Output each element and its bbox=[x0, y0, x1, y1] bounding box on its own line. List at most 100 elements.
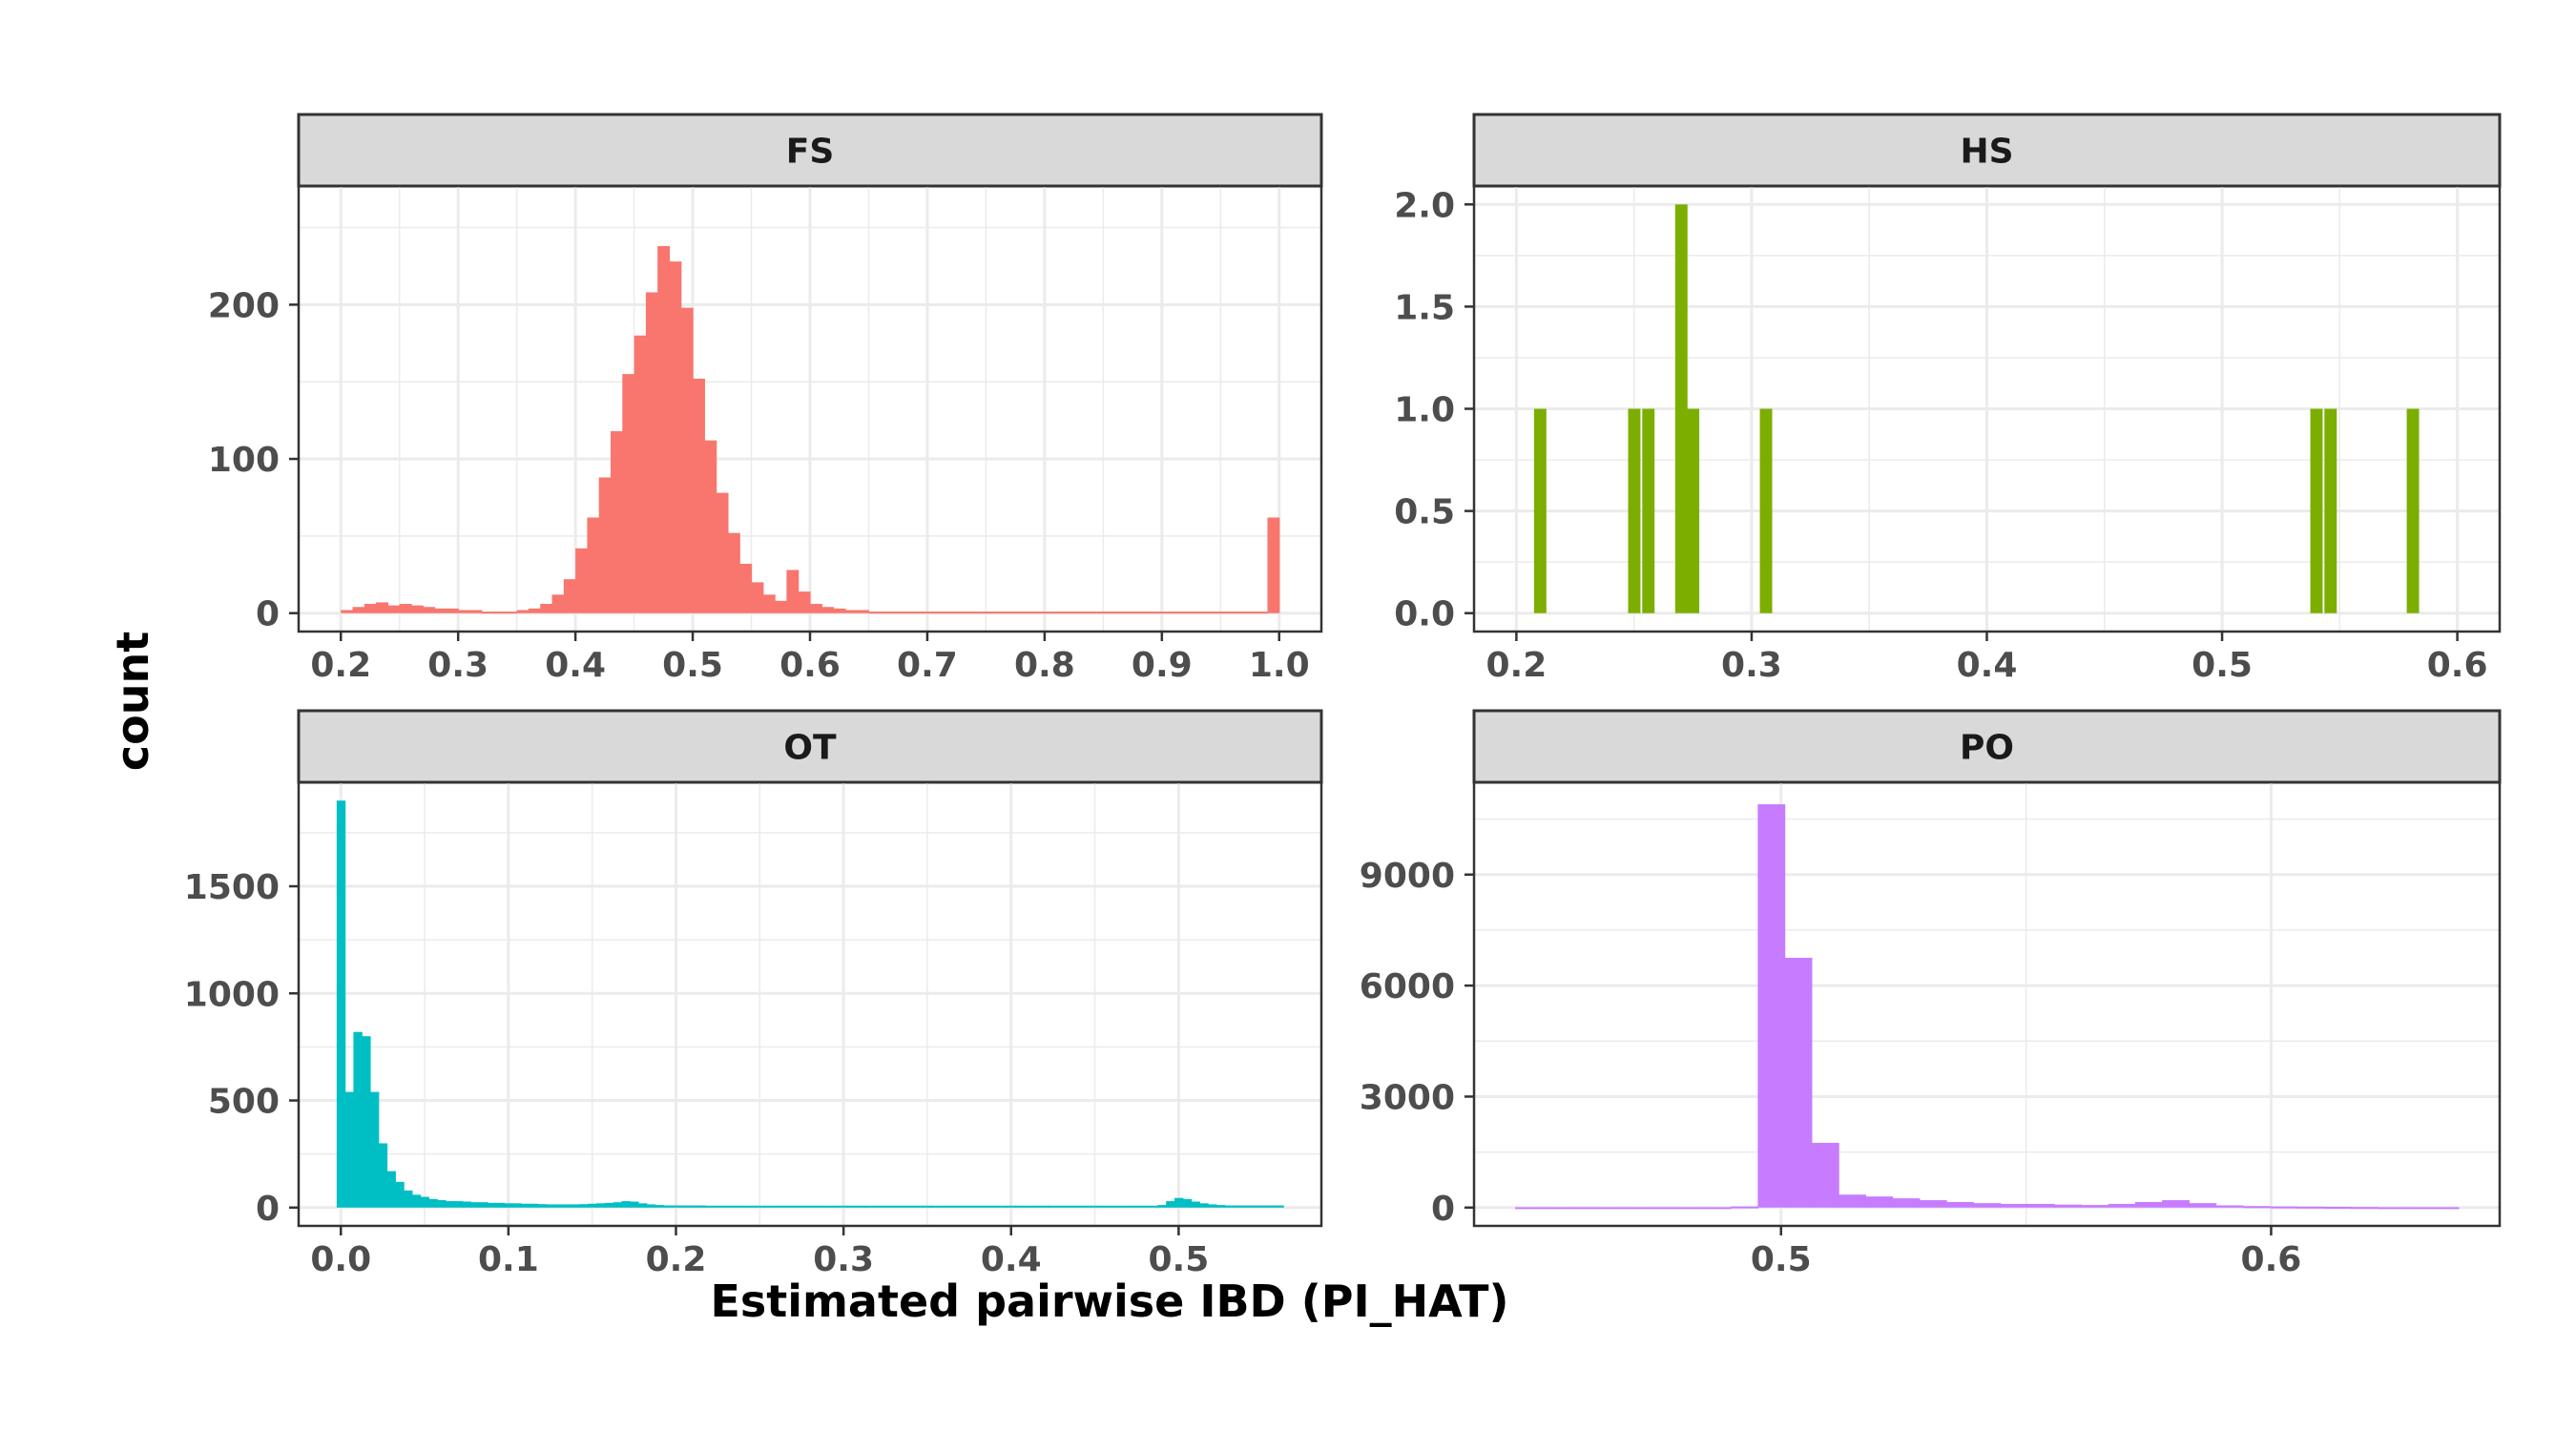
histogram-bar bbox=[423, 607, 436, 613]
histogram-bar bbox=[622, 374, 635, 613]
x-tick-label: 0.5 bbox=[1751, 1240, 1812, 1279]
x-tick-label: 0.3 bbox=[813, 1240, 874, 1279]
x-tick-label: 0.6 bbox=[2241, 1240, 2302, 1279]
histogram-bar bbox=[997, 612, 1010, 614]
histogram-bar bbox=[458, 610, 471, 613]
histogram-bar bbox=[904, 612, 917, 614]
histogram-bar bbox=[598, 477, 612, 613]
x-tick-label: 0.5 bbox=[662, 646, 723, 685]
histogram-bar bbox=[1233, 1205, 1242, 1208]
histogram-bar bbox=[420, 1196, 430, 1208]
histogram-bar bbox=[962, 612, 975, 614]
histogram-bar bbox=[1056, 612, 1070, 614]
histogram-bar bbox=[789, 1205, 799, 1208]
histogram-bar bbox=[989, 1205, 1000, 1208]
histogram-bar bbox=[1215, 1205, 1226, 1208]
y-tick-label: 0.0 bbox=[1394, 595, 1455, 634]
histogram-bar bbox=[950, 612, 964, 614]
facet-panels: FS 0.2 0.3 0.4 0.5 0.6 0.7 0.8 0.9 1.0 0 100 200 HS 0.… bbox=[184, 113, 2502, 1279]
y-tick-label: 100 bbox=[208, 441, 280, 480]
histogram-bar bbox=[810, 604, 822, 613]
histogram-bar bbox=[739, 563, 753, 613]
histogram-bar bbox=[1676, 1207, 1705, 1210]
panel-hs: HS 0.2 0.3 0.4 0.5 0.6 0.0 0.5 1.0 1.5 2.0 bbox=[1394, 113, 2502, 685]
histogram-bar bbox=[1031, 1205, 1042, 1208]
histogram-bar bbox=[857, 610, 870, 613]
histogram-bar bbox=[805, 1205, 815, 1208]
histogram-bar bbox=[2242, 1206, 2271, 1209]
histogram-bar bbox=[563, 579, 576, 613]
histogram-bar bbox=[1542, 1207, 1570, 1210]
x-tick-label: 0.6 bbox=[2427, 646, 2488, 685]
grid-po bbox=[1474, 782, 2500, 1226]
histogram-bar bbox=[470, 1202, 480, 1208]
x-tick-label: 0.2 bbox=[1485, 646, 1547, 685]
y-tick-label: 6000 bbox=[1360, 967, 1455, 1006]
histogram-bar bbox=[914, 1205, 924, 1208]
histogram-bar bbox=[998, 1205, 1008, 1208]
histogram-bar bbox=[730, 1205, 739, 1208]
x-tick-label: 0.5 bbox=[1148, 1240, 1209, 1279]
histogram-bar bbox=[395, 1181, 405, 1208]
histogram-bar bbox=[446, 1201, 455, 1208]
histogram-bar bbox=[352, 607, 365, 613]
histogram-bar bbox=[2108, 1203, 2136, 1208]
histogram-bar bbox=[504, 1203, 513, 1208]
panel-border-ot bbox=[297, 780, 1323, 1228]
histogram-bar bbox=[1220, 612, 1234, 614]
histogram-bar bbox=[1068, 612, 1081, 614]
histogram-bar bbox=[554, 1204, 564, 1208]
histogram-bar bbox=[434, 608, 447, 613]
histogram-bar bbox=[411, 1194, 422, 1208]
panel-ot: OT 0.0 0.1 0.2 0.3 0.4 0.5 0 500 1000 1500 bbox=[184, 709, 1323, 1279]
histogram-bar bbox=[630, 1201, 639, 1208]
histogram-bar bbox=[512, 1203, 522, 1208]
histogram-bar bbox=[847, 1205, 857, 1208]
histogram-bar bbox=[798, 591, 811, 613]
histogram-bar bbox=[956, 1205, 966, 1208]
histogram-bar bbox=[965, 1205, 974, 1208]
y-tick-label: 9000 bbox=[1360, 857, 1455, 896]
histogram-bar bbox=[1023, 1205, 1033, 1208]
histogram-bar bbox=[1191, 1201, 1200, 1208]
bars-hs bbox=[1533, 204, 2420, 613]
y-axis-fs: 0 100 200 bbox=[208, 286, 299, 634]
histogram-bar bbox=[646, 1204, 656, 1208]
x-tick-label: 0.4 bbox=[981, 1240, 1042, 1279]
histogram-bar bbox=[1073, 1205, 1083, 1208]
histogram-bar bbox=[797, 1205, 807, 1208]
x-tick-label: 0.7 bbox=[897, 646, 958, 685]
y-axis-hs: 0.0 0.5 1.0 1.5 2.0 bbox=[1394, 186, 1474, 634]
histogram-bar bbox=[931, 1205, 941, 1208]
histogram-bar bbox=[747, 1205, 757, 1208]
histogram-bar bbox=[763, 1205, 774, 1208]
histogram-bar bbox=[716, 492, 729, 613]
histogram-bar bbox=[1157, 1205, 1167, 1208]
histogram-bar bbox=[1138, 612, 1152, 614]
histogram-bar bbox=[493, 612, 506, 614]
histogram-bar bbox=[2162, 1200, 2190, 1208]
histogram-bar bbox=[926, 612, 940, 614]
histogram-bar bbox=[446, 608, 459, 613]
histogram-bar bbox=[428, 1198, 438, 1208]
y-tick-label: 0 bbox=[256, 595, 280, 634]
histogram-bar bbox=[1149, 1205, 1159, 1208]
histogram-bar bbox=[437, 1199, 447, 1208]
histogram-bar bbox=[1040, 1205, 1049, 1208]
histogram-bar bbox=[540, 604, 553, 613]
histogram-bar bbox=[2134, 1201, 2163, 1208]
histogram-bar bbox=[2270, 1206, 2297, 1209]
x-axis-po: 0.5 0.6 bbox=[1751, 1226, 2301, 1279]
histogram-bar bbox=[1082, 1205, 1091, 1208]
histogram-bar bbox=[714, 1205, 723, 1208]
histogram-bar bbox=[579, 1204, 589, 1208]
histogram-bar bbox=[751, 582, 764, 613]
histogram-bar bbox=[645, 292, 658, 613]
panel-fs: FS 0.2 0.3 0.4 0.5 0.6 0.7 0.8 0.9 1.0 0 100 200 bbox=[208, 113, 1323, 685]
histogram-bar bbox=[974, 612, 987, 614]
histogram-bar bbox=[775, 600, 788, 613]
x-axis-title: Estimated pairwise IBD (PI_HAT) bbox=[710, 1275, 1508, 1327]
y-tick-label: 3000 bbox=[1360, 1078, 1455, 1117]
histogram-bar bbox=[982, 1205, 991, 1208]
histogram-bar bbox=[1107, 1205, 1117, 1208]
